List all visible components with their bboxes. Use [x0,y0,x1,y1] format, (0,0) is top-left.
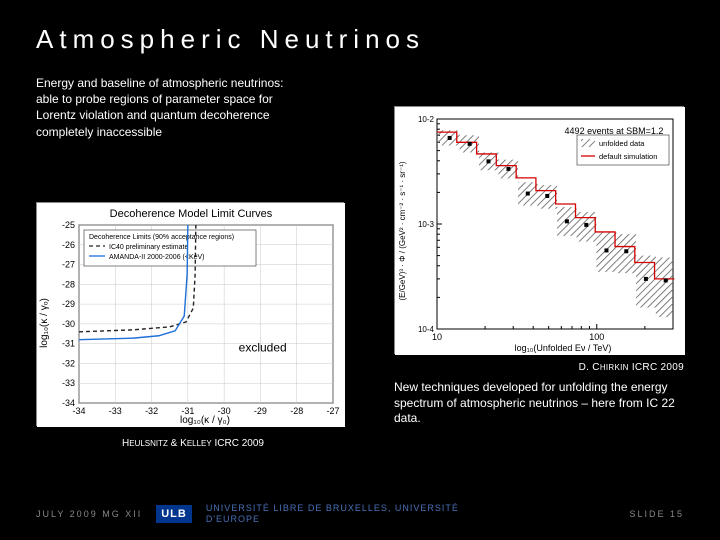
svg-text:-29: -29 [62,299,75,309]
decoherence-chart: -34-33-32-31-30-29-28-27-34-33-32-31-30-… [36,202,344,426]
svg-text:-31: -31 [62,339,75,349]
svg-text:-27: -27 [62,260,75,270]
svg-text:Decoherence Model Limit Curves: Decoherence Model Limit Curves [110,208,273,220]
svg-text:IC40 preliminary estimate: IC40 preliminary estimate [109,244,188,251]
footer: JULY 2009 MG XII ULB UNIVERSITÉ LIBRE DE… [0,503,720,526]
svg-text:log₁₀(Unfolded Eν / TeV): log₁₀(Unfolded Eν / TeV) [515,343,612,353]
svg-text:unfolded data: unfolded data [599,139,645,148]
svg-text:Decoherence Limits (90% accept: Decoherence Limits (90% acceptance regio… [89,234,234,241]
svg-text:-32: -32 [62,358,75,368]
intro-text: Energy and baseline of atmospheric neutr… [36,75,356,140]
svg-text:default simulation: default simulation [599,152,657,161]
svg-text:-32: -32 [145,406,158,416]
spectrum-chart: 1010010-410-310-2 4492 events at SBM=1.2… [394,106,684,354]
svg-text:excluded: excluded [239,341,287,355]
svg-text:10-3: 10-3 [418,220,435,229]
ulb-logo: ULB [156,505,192,523]
svg-text:-27: -27 [326,406,339,416]
svg-text:10-4: 10-4 [418,325,435,334]
slide-number: SLIDE 15 [629,509,684,519]
svg-text:-30: -30 [62,319,75,329]
right-chart-caption: New techniques developed for unfolding t… [394,380,684,427]
right-chart-credit: D. CHIRKIN D. CHIRKIN ICRC 2009ICRC 2009 [579,362,684,373]
svg-text:-25: -25 [62,220,75,230]
page-title: Atmospheric Neutrinos [36,24,684,55]
svg-text:-28: -28 [62,279,75,289]
svg-text:AMANDA-II 2000-2006 (<KeV): AMANDA-II 2000-2006 (<KeV) [109,254,205,261]
svg-text:-33: -33 [62,378,75,388]
svg-text:-33: -33 [109,406,122,416]
left-chart-credit: HEULSNITZ & KELLEY ICRC 2009 HEULSNITZ &… [122,438,264,449]
svg-text:-28: -28 [290,406,303,416]
svg-text:10-2: 10-2 [418,115,435,124]
svg-text:(E/GeV)³ · Φ / (GeV² · cm⁻² ·: (E/GeV)³ · Φ / (GeV² · cm⁻² · s⁻¹ · sr⁻¹… [398,161,407,300]
svg-text:log₁₀(κ / γ₀): log₁₀(κ / γ₀) [180,415,230,426]
footer-affiliation: UNIVERSITÉ LIBRE DE BRUXELLES, UNIVERSIT… [206,503,459,526]
svg-text:-29: -29 [254,406,267,416]
svg-text:-26: -26 [62,240,75,250]
svg-text:-34: -34 [62,398,75,408]
footer-date: JULY 2009 MG XII [36,509,142,519]
svg-text:log₁₀(κ / γₒ): log₁₀(κ / γₒ) [39,298,50,348]
svg-text:4492 events at SBM=1.2: 4492 events at SBM=1.2 [565,126,664,136]
svg-text:100: 100 [589,332,604,342]
